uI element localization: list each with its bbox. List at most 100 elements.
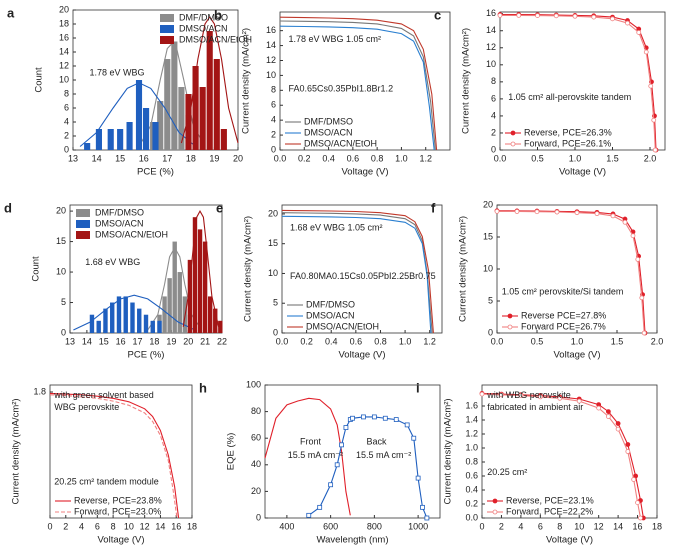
x-tick-label: 14 [92, 153, 102, 163]
y-tick-label: 14 [266, 40, 276, 50]
marker [615, 421, 621, 426]
marker [411, 435, 417, 441]
legend-label: Reverse, PCE=23.1% [506, 495, 594, 505]
bar [220, 129, 227, 150]
x-tick-label: 19 [166, 336, 176, 346]
marker [636, 30, 642, 35]
y-tick-label: 1.2 [465, 428, 478, 438]
y-tick-label: 0.0 [465, 512, 478, 522]
plot-frame [49, 384, 193, 519]
bar [137, 308, 142, 333]
x-tick-label: 1.2 [419, 153, 432, 163]
y-tick-label: 1.4 [465, 414, 478, 424]
marker [648, 83, 654, 89]
x-tick-label: 0.0 [491, 336, 504, 346]
x-tick-label: 2.0 [644, 153, 657, 163]
x-tick-label: 14 [613, 521, 623, 531]
y-axis-label: Current density (mA/cm²) [11, 398, 22, 504]
y-tick-label: 10 [483, 263, 493, 273]
y-axis-label: Current density (mA/cm²) [443, 398, 454, 504]
x-tick-label: 1.5 [606, 153, 619, 163]
x-tick-label: 19 [209, 153, 219, 163]
y-axis-label: Count [31, 256, 42, 282]
x-tick-label: 0.6 [350, 336, 363, 346]
annotation: 15.5 mA cm⁻² [288, 450, 343, 460]
x-tick-label: 12 [140, 521, 150, 531]
bar [199, 87, 206, 150]
bar [143, 314, 149, 333]
marker [518, 393, 524, 398]
x-tick-label: 17 [162, 153, 172, 163]
y-tick-label: 16 [486, 8, 496, 18]
y-tick-label: 16 [59, 32, 69, 42]
x-tick-label: 1000 [408, 521, 428, 531]
x-tick-label: 1.0 [571, 336, 584, 346]
x-tick-label: 1.0 [569, 153, 582, 163]
annotation: Back [367, 437, 388, 447]
line [264, 397, 351, 516]
legend-label: Reverse, PCE=23.8% [74, 495, 162, 505]
bar [157, 320, 162, 333]
marker [554, 209, 560, 215]
marker [499, 392, 504, 398]
y-tick-label: 4 [271, 115, 276, 125]
legend-label: DMSO/ACN [306, 310, 355, 320]
x-tick-label: 18 [652, 521, 662, 531]
marker [371, 414, 377, 420]
marker [610, 16, 615, 22]
y-axis-label: Count [34, 67, 45, 93]
legend-swatch [160, 25, 174, 33]
x-tick-label: 13 [68, 153, 78, 163]
bar [107, 129, 114, 150]
marker [625, 449, 631, 454]
y-axis-label: Current density (mA/cm²) [243, 216, 254, 322]
marker [631, 477, 637, 482]
x-tick-label: 14 [155, 521, 165, 531]
x-tick-label: 16 [633, 521, 643, 531]
bar [126, 122, 133, 150]
x-tick-label: 800 [367, 521, 382, 531]
x-tick-label: 20 [233, 153, 243, 163]
marker [633, 473, 639, 479]
y-tick-label: 10 [486, 59, 496, 69]
y-tick-label: 15 [56, 236, 66, 246]
annotation: with WBG perovskite [486, 390, 571, 400]
bar [197, 229, 203, 333]
y-axis-label: EQE (%) [226, 433, 237, 470]
marker [328, 482, 334, 488]
y-tick-label: 20 [268, 208, 278, 218]
plot-frame [481, 384, 658, 519]
legend-label: DMF/DMSO [306, 299, 355, 309]
marker [591, 14, 597, 20]
x-tick-label: 4 [79, 521, 84, 531]
y-axis-label: Current density (mA/cm²) [241, 28, 252, 134]
bar [172, 241, 177, 333]
y-tick-label: 16 [266, 25, 276, 35]
bar [185, 94, 192, 150]
x-tick-label: 16 [171, 521, 181, 531]
panel-label: h [199, 380, 207, 395]
x-tick-label: 0 [47, 521, 52, 531]
marker [641, 330, 647, 336]
y-tick-label: 10 [59, 74, 69, 84]
bar [202, 241, 208, 333]
bar [206, 31, 213, 150]
y-axis-label: Current density (mA/cm²) [458, 216, 469, 322]
marker [639, 295, 645, 301]
marker [350, 415, 355, 421]
x-tick-label: 22 [217, 336, 227, 346]
bar [116, 296, 122, 333]
legend-label: Reverse PCE=27.8% [521, 310, 606, 320]
panel-label: a [7, 5, 15, 20]
x-tick-label: 15 [115, 153, 125, 163]
marker [535, 13, 540, 18]
legend-label: Forward, PCE=22.2% [506, 506, 593, 516]
x-tick-label: 18 [186, 153, 196, 163]
legend-swatch [160, 14, 174, 22]
marker [424, 515, 430, 521]
x-tick-label: 14 [82, 336, 92, 346]
y-tick-label: 8 [271, 85, 276, 95]
x-tick-label: 21 [200, 336, 210, 346]
y-tick-label: 0 [64, 144, 69, 154]
legend-label: DMSO/ACN/EtOH [306, 321, 379, 331]
